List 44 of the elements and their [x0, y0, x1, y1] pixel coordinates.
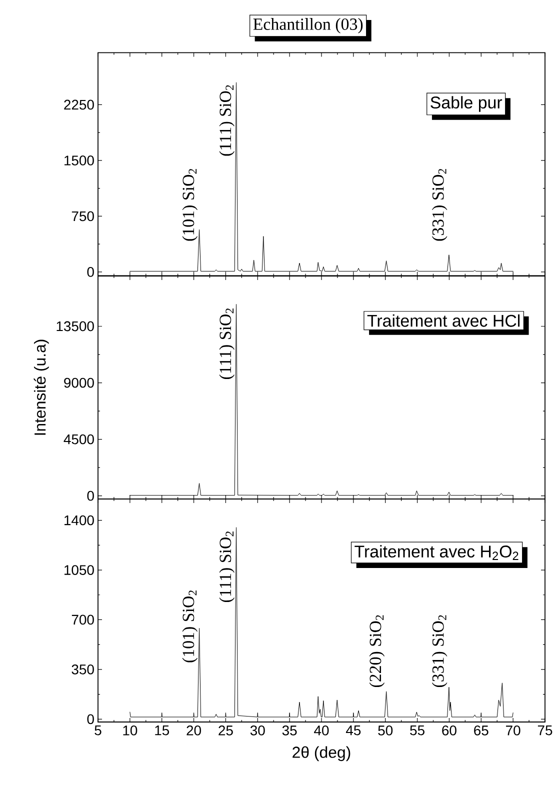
- x-tick-label: 30: [250, 726, 265, 736]
- y-tick-label: 1050: [64, 565, 94, 575]
- y-tick-label: 350: [72, 664, 94, 674]
- x-tick-label: 20: [186, 726, 201, 736]
- x-tick-label: 40: [314, 726, 329, 736]
- y-tick-label: 13500: [56, 321, 94, 332]
- x-tick-label: 65: [474, 726, 488, 736]
- y-tick-label: 1400: [64, 515, 94, 526]
- y-tick-label: 1500: [64, 156, 94, 166]
- line-series: [130, 82, 514, 272]
- annotation: (331) SiO$_{2}$: [432, 615, 448, 688]
- x-tick-label: 35: [282, 726, 297, 736]
- annotation: Traitement avec HCl: [367, 314, 520, 327]
- annotation: (220) SiO$_{2}$: [369, 615, 385, 688]
- x-tick-label: 60: [442, 726, 456, 736]
- line-series: [130, 527, 514, 718]
- x-tick-label: 25: [218, 726, 233, 736]
- y-tick-label: 9000: [64, 378, 94, 388]
- annotation: (111) SiO$_{2}$: [219, 308, 235, 380]
- annotation: (111) SiO$_{2}$: [219, 85, 235, 156]
- x-tick-label: 15: [155, 726, 169, 736]
- y-tick-label: 750: [72, 211, 94, 222]
- y-tick-label: 4500: [64, 434, 94, 444]
- chart-title: Echantillon (03): [253, 18, 363, 34]
- x-tick-label: 5: [94, 726, 102, 736]
- annotation: Traitement avec H$_{2}$O$_{2}$: [354, 545, 518, 560]
- annotation: (101) SiO$_{2}$: [182, 590, 198, 662]
- x-tick-label: 75: [538, 726, 552, 736]
- annotation: (111) SiO$_{2}$: [219, 532, 235, 602]
- annotation: Sable pur: [430, 96, 502, 112]
- annotation: (331) SiO$_{2}$: [432, 168, 448, 241]
- x-tick-label: 10: [123, 726, 138, 736]
- y-tick-label: 2250: [64, 100, 94, 110]
- y-tick-label: 0: [87, 267, 94, 277]
- x-axis-title: 2θ (deg): [292, 746, 350, 762]
- x-tick-label: 45: [346, 726, 361, 736]
- annotation: (101) SiO$_{2}$: [182, 168, 198, 241]
- y-tick-label: 0: [87, 714, 94, 724]
- x-tick-label: 50: [378, 726, 393, 736]
- x-tick-label: 70: [506, 726, 520, 736]
- y-tick-label: 700: [72, 614, 94, 625]
- y-axis-title: Intensité (u.a): [34, 340, 49, 435]
- y-tick-label: 0: [87, 490, 94, 501]
- x-tick-label: 55: [410, 726, 424, 736]
